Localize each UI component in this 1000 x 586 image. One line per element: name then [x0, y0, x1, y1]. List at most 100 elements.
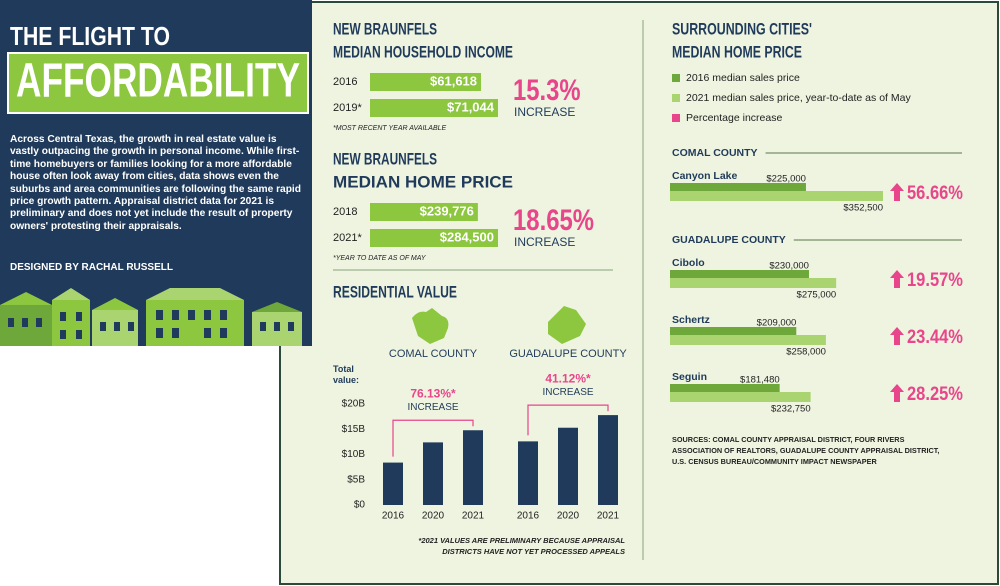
arrow-icon — [890, 183, 904, 201]
note: *2021 VALUES ARE PRELIMINARY BECAUSE APP… — [418, 536, 625, 545]
group-label: COMAL COUNTY — [389, 348, 478, 360]
category-label: Cibolo — [672, 257, 705, 269]
change-text: INCREASE — [542, 387, 593, 398]
arrow-icon — [890, 327, 904, 345]
chart-title: NEW BRAUNFELS — [333, 149, 437, 168]
category-label: Schertz — [672, 314, 710, 326]
value-label: $61,618 — [430, 73, 477, 88]
value-label: $230,000 — [769, 261, 809, 272]
bar — [370, 73, 482, 91]
x-tick-label: 2021 — [597, 511, 620, 522]
change-label: 28.25% — [907, 384, 963, 405]
legend-label: 2016 median sales price — [686, 72, 800, 84]
chart-subtitle: MEDIAN HOUSEHOLD INCOME — [333, 42, 513, 61]
legend-label: 2021 median sales price, year-to-date as… — [686, 92, 911, 104]
y-tick-label: $10B — [342, 449, 366, 460]
section-label: COMAL COUNTY — [672, 147, 758, 159]
value-label: $239,776 — [420, 203, 474, 218]
change-text: INCREASE — [514, 105, 575, 119]
change-text: INCREASE — [514, 235, 575, 249]
legend-swatch — [672, 114, 680, 122]
value-label: $209,000 — [757, 318, 797, 329]
bar — [670, 191, 883, 201]
value-label: $71,044 — [447, 99, 495, 114]
bar — [670, 278, 837, 288]
legend-label: Percentage increase — [686, 112, 782, 124]
arrow-icon — [890, 270, 904, 288]
note: DISTRICTS HAVE NOT YET PROCESSED APPEALS — [442, 547, 625, 556]
value-label: $181,480 — [740, 375, 780, 386]
change-label: 18.65% — [513, 204, 594, 237]
chart-title: RESIDENTIAL VALUE — [333, 282, 457, 301]
change-label: 19.57% — [907, 270, 963, 291]
chart-subtitle: MEDIAN HOME PRICE — [333, 172, 513, 191]
category-label: 2018 — [333, 206, 357, 218]
title-main: AFFORDABILITY — [16, 55, 300, 108]
bar — [670, 392, 811, 402]
houses-illustration — [0, 288, 302, 346]
intro-text: Across Central Texas, the growth in real… — [10, 134, 301, 232]
bar — [370, 229, 498, 247]
y-tick-label: $20B — [342, 399, 366, 410]
change-label: 23.44% — [907, 327, 963, 348]
title-line: THE FLIGHT TO — [10, 21, 170, 51]
bar — [370, 203, 478, 221]
y-tick-label: $5B — [347, 474, 365, 485]
bar — [558, 427, 578, 505]
section-label: GUADALUPE COUNTY — [672, 234, 786, 246]
y-tick-label: $0 — [354, 500, 366, 511]
x-tick-label: 2016 — [382, 511, 405, 522]
category-label: 2019* — [333, 102, 362, 114]
x-tick-label: 2020 — [422, 511, 445, 522]
source-line: ASSOCIATION OF REALTORS, GUADALUPE COUNT… — [672, 446, 939, 455]
group-label: GUADALUPE COUNTY — [509, 348, 627, 360]
value-label: $352,500 — [843, 203, 883, 214]
legend-swatch — [672, 94, 680, 102]
change-label: 56.66% — [907, 183, 963, 204]
chart-subtitle: MEDIAN HOME PRICE — [672, 42, 802, 61]
bar — [518, 441, 538, 505]
category-label: Canyon Lake — [672, 170, 738, 182]
change-bracket — [527, 404, 609, 436]
change-label: 41.12%* — [545, 371, 591, 385]
value-label: $275,000 — [797, 290, 837, 301]
comal-map-icon — [412, 308, 449, 344]
change-label: 15.3% — [513, 74, 581, 107]
value-label: $284,500 — [440, 229, 494, 244]
guadalupe-map-icon — [548, 306, 586, 344]
category-label: 2016 — [333, 76, 357, 88]
y-tick-label: $15B — [342, 424, 366, 435]
title-box — [7, 52, 309, 114]
category-label: 2021* — [333, 232, 362, 244]
x-tick-label: 2020 — [557, 511, 580, 522]
bar — [670, 183, 806, 191]
bar — [670, 327, 797, 335]
value-label: $232,750 — [771, 404, 811, 415]
bar — [598, 415, 618, 505]
x-tick-label: 2016 — [517, 511, 540, 522]
bar — [670, 335, 826, 345]
bar — [383, 462, 403, 505]
chart-title: NEW BRAUNFELS — [333, 19, 437, 38]
bar — [670, 270, 809, 278]
note: *YEAR TO DATE AS OF MAY — [333, 255, 427, 262]
y-axis-label: Total value: — [333, 364, 360, 385]
source-line: SOURCES: COMAL COUNTY APPRAISAL DISTRICT… — [672, 435, 905, 444]
bar — [423, 442, 443, 505]
change-label: 76.13%* — [410, 386, 456, 400]
category-label: Seguin — [672, 371, 707, 383]
x-tick-label: 2021 — [462, 511, 485, 522]
change-text: INCREASE — [407, 402, 458, 413]
note: *MOST RECENT YEAR AVAILABLE — [333, 125, 447, 132]
value-label: $225,000 — [766, 174, 806, 185]
arrow-icon — [890, 384, 904, 402]
chart-title: SURROUNDING CITIES' — [672, 19, 812, 38]
bar — [670, 384, 780, 392]
bar — [463, 430, 483, 505]
credit: DESIGNED BY RACHAL RUSSELL — [10, 262, 173, 273]
change-bracket — [392, 419, 474, 457]
bar — [370, 99, 498, 117]
value-label: $258,000 — [786, 347, 826, 358]
